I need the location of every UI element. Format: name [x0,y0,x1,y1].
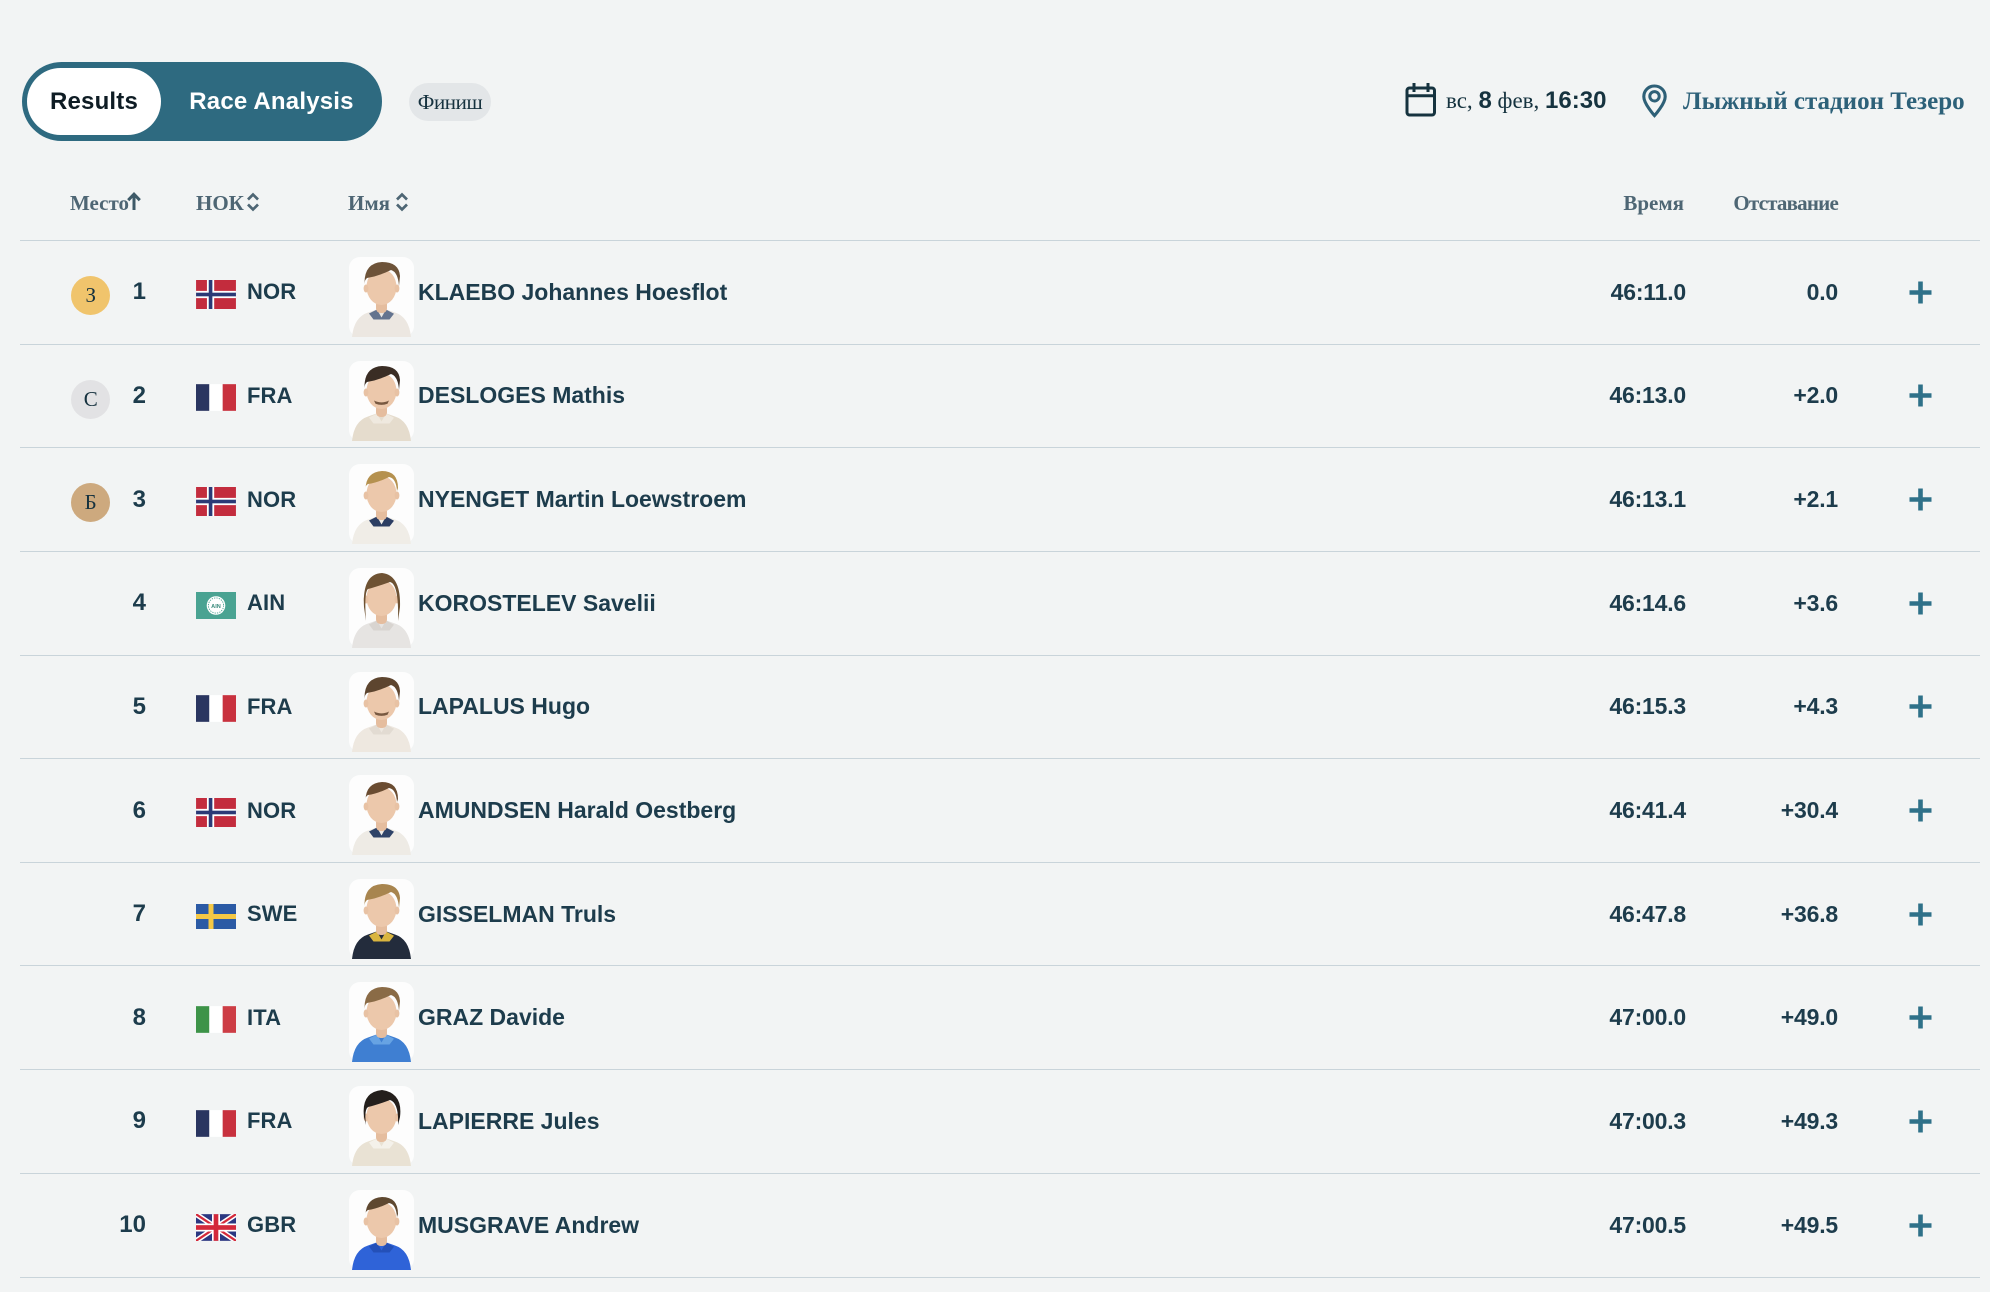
svg-text:AIN: AIN [211,604,221,610]
